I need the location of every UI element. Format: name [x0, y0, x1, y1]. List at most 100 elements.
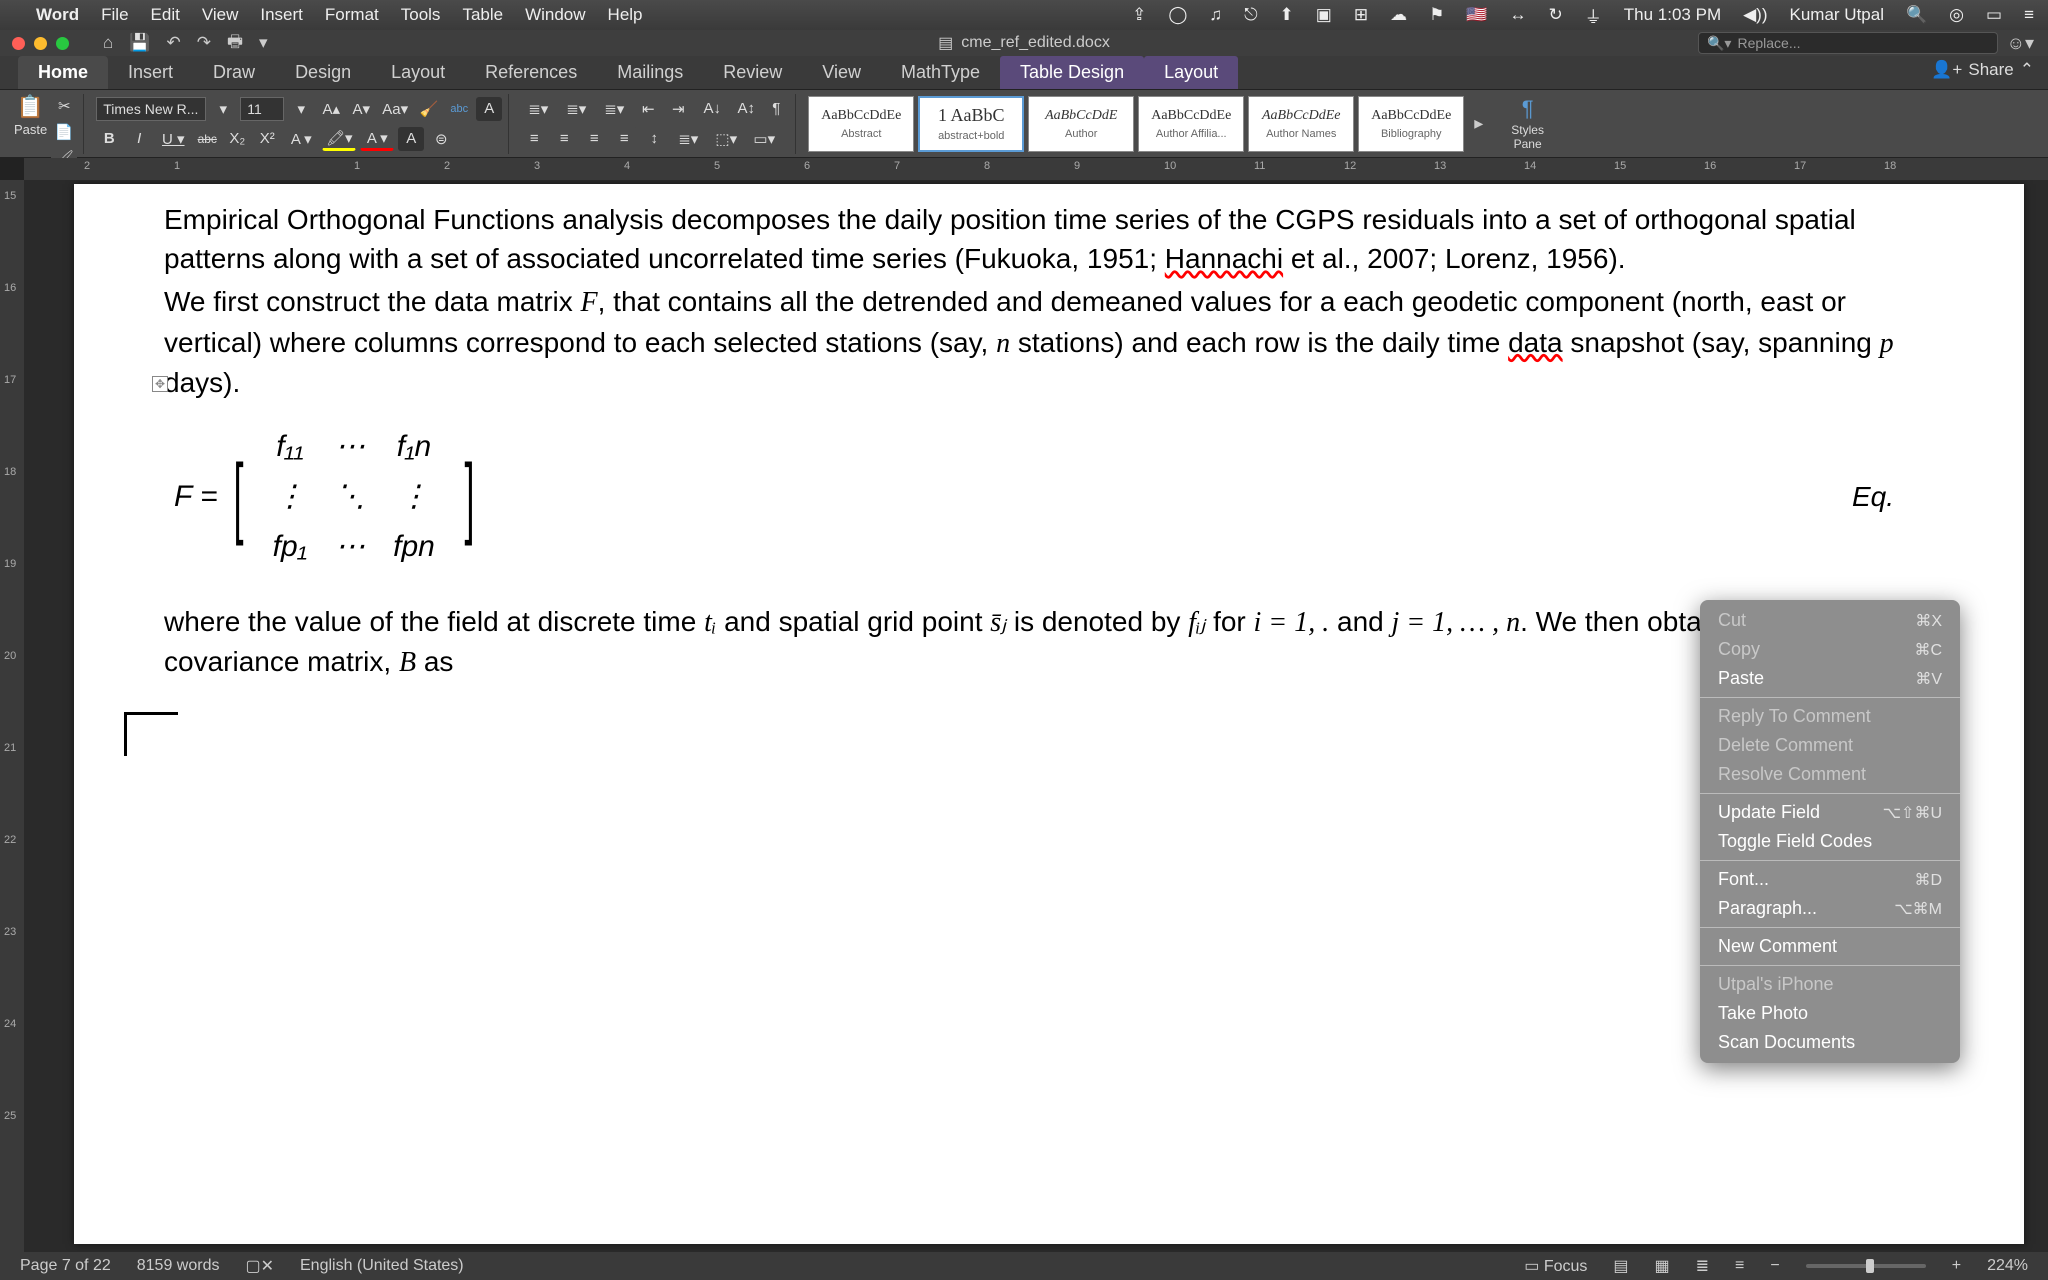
status-icon[interactable]: ♫ [1209, 5, 1222, 25]
qat-home-icon[interactable]: ⌂ [103, 33, 113, 53]
distributed-icon[interactable]: ↕ [641, 127, 667, 151]
text-effects-icon[interactable]: A ▾ [284, 127, 318, 151]
menu-edit[interactable]: Edit [151, 5, 180, 25]
phonetic-icon[interactable]: abc [446, 97, 472, 121]
tab-review[interactable]: Review [703, 56, 802, 89]
menu-insert[interactable]: Insert [260, 5, 303, 25]
paragraph-marks-icon[interactable]: ¶ [763, 97, 789, 121]
status-icon[interactable]: ⊞ [1354, 5, 1368, 25]
status-icon[interactable]: ⚑ [1429, 5, 1444, 25]
asian-layout-icon[interactable]: A↓ [695, 97, 729, 121]
zoom-thumb[interactable] [1866, 1259, 1874, 1273]
tab-table-layout[interactable]: Layout [1144, 56, 1238, 89]
zoom-out-button[interactable]: − [1770, 1257, 1779, 1275]
qat-save-icon[interactable]: 💾 [129, 33, 150, 53]
vertical-ruler[interactable]: 1516171819202122232425 [0, 180, 24, 1252]
style-tile[interactable]: AaBbCcDdEAuthor [1028, 96, 1134, 152]
ctx-item-toggle-field-codes[interactable]: Toggle Field Codes [1700, 827, 1960, 856]
align-left-icon[interactable]: ≡ [521, 127, 547, 151]
align-right-icon[interactable]: ≡ [581, 127, 607, 151]
screen-icon[interactable]: ▭ [1986, 5, 2002, 25]
tab-insert[interactable]: Insert [108, 56, 193, 89]
view-draft-icon[interactable]: ≡ [1735, 1257, 1744, 1275]
menu-tools[interactable]: Tools [401, 5, 441, 25]
shrink-font-icon[interactable]: A▾ [348, 97, 374, 121]
spell-check-icon[interactable]: ▢✕ [245, 1256, 274, 1276]
shading-icon[interactable]: ⬚▾ [709, 127, 743, 151]
replace-search-box[interactable]: 🔍▾ Replace... [1698, 32, 1998, 54]
clear-format-icon[interactable]: 🧹 [416, 97, 442, 121]
menu-table[interactable]: Table [462, 5, 503, 25]
numbering-icon[interactable]: ≣▾ [559, 97, 593, 121]
zoom-slider[interactable] [1806, 1264, 1926, 1268]
siri-icon[interactable]: ◎ [1949, 5, 1964, 25]
table-move-handle[interactable]: ✥ [152, 376, 168, 392]
ctx-item-font-[interactable]: Font...⌘D [1700, 865, 1960, 894]
horizontal-ruler[interactable]: 21123456789101112131415161718 [24, 158, 2048, 180]
highlight-icon[interactable]: 🖍▾ [322, 127, 356, 151]
user-name[interactable]: Kumar Utpal [1790, 5, 1884, 25]
page-indicator[interactable]: Page 7 of 22 [20, 1257, 111, 1275]
qat-more-icon[interactable]: ▾ [259, 33, 268, 53]
zoom-in-button[interactable]: + [1952, 1257, 1961, 1275]
multilevel-icon[interactable]: ≣▾ [597, 97, 631, 121]
view-outline-icon[interactable]: ≣ [1696, 1256, 1709, 1276]
tab-home[interactable]: Home [18, 56, 108, 89]
status-icon[interactable]: ↔ [1510, 5, 1527, 25]
equation-row[interactable]: F = [ f₁₁⋯f₁n ⋮⋱⋮ fp₁⋯fpn ] Eq. [164, 422, 1934, 572]
volume-icon[interactable]: ◀)) [1743, 5, 1767, 25]
styles-pane-button[interactable]: ¶ Styles Pane [1501, 96, 1554, 150]
menu-view[interactable]: View [202, 5, 239, 25]
qat-print-icon[interactable]: 🖶 [227, 29, 243, 58]
wifi-icon[interactable]: ⏚ [1585, 3, 1602, 28]
underline-button[interactable]: U ▾ [156, 127, 190, 151]
tab-references[interactable]: References [465, 56, 597, 89]
styles-scroll-icon[interactable]: ▸ [1468, 113, 1489, 134]
status-icon[interactable]: ↻ [1549, 5, 1563, 25]
paragraph-1[interactable]: Empirical Orthogonal Functions analysis … [164, 200, 1934, 278]
borders-icon[interactable]: ▭▾ [747, 127, 781, 151]
spelling-error[interactable]: Hannachi [1165, 243, 1283, 274]
font-size-dropdown[interactable]: ▾ [288, 97, 314, 121]
feedback-icon[interactable]: ☺▾ [2007, 33, 2034, 54]
ctx-item-new-comment[interactable]: New Comment [1700, 932, 1960, 961]
status-icon[interactable]: ⎋ [1244, 5, 1257, 25]
app-menu[interactable]: Word [36, 5, 79, 25]
ctx-item-update-field[interactable]: Update Field⌥⇧⌘U [1700, 798, 1960, 827]
grow-font-icon[interactable]: A▴ [318, 97, 344, 121]
tab-table-design[interactable]: Table Design [1000, 56, 1144, 89]
ctx-item-scan-documents[interactable]: Scan Documents [1700, 1028, 1960, 1057]
font-name-box[interactable]: Times New R... [96, 97, 206, 121]
style-tile[interactable]: AaBbCcDdEeBibliography [1358, 96, 1464, 152]
paragraph-3[interactable]: where the value of the field at discrete… [164, 602, 1934, 682]
tab-view[interactable]: View [802, 56, 881, 89]
bold-button[interactable]: B [96, 127, 122, 151]
view-print-icon[interactable]: ▤ [1613, 1256, 1628, 1276]
inc-indent-icon[interactable]: ⇥ [665, 97, 691, 121]
change-case-icon[interactable]: Aa▾ [378, 97, 412, 121]
char-shading-icon[interactable]: A [398, 127, 424, 151]
view-web-icon[interactable]: ▦ [1655, 1256, 1670, 1276]
equation-label[interactable]: Eq. [1852, 477, 1894, 516]
tab-draw[interactable]: Draw [193, 56, 275, 89]
menu-window[interactable]: Window [525, 5, 585, 25]
dec-indent-icon[interactable]: ⇤ [635, 97, 661, 121]
menu-format[interactable]: Format [325, 5, 379, 25]
maximize-button[interactable] [56, 37, 69, 50]
collapse-ribbon-icon[interactable]: ⌃ [2020, 60, 2034, 80]
tab-mathtype[interactable]: MathType [881, 56, 1000, 89]
sort-icon[interactable]: A↕ [733, 97, 759, 121]
ctx-item-take-photo[interactable]: Take Photo [1700, 999, 1960, 1028]
status-icon[interactable]: ⇪ [1132, 5, 1146, 25]
status-icon[interactable]: ◯ [1168, 5, 1187, 25]
paragraph-2[interactable]: We first construct the data matrix F, th… [164, 282, 1934, 402]
ctx-item-paste[interactable]: Paste⌘V [1700, 664, 1960, 693]
line-spacing-icon[interactable]: ≣▾ [671, 127, 705, 151]
focus-button[interactable]: ▭ Focus [1524, 1256, 1587, 1276]
status-icon[interactable]: ☁ [1390, 5, 1407, 25]
justify-icon[interactable]: ≡ [611, 127, 637, 151]
status-icon[interactable]: ▣ [1316, 5, 1332, 25]
tab-mailings[interactable]: Mailings [597, 56, 703, 89]
tab-design[interactable]: Design [275, 56, 371, 89]
align-center-icon[interactable]: ≡ [551, 127, 577, 151]
